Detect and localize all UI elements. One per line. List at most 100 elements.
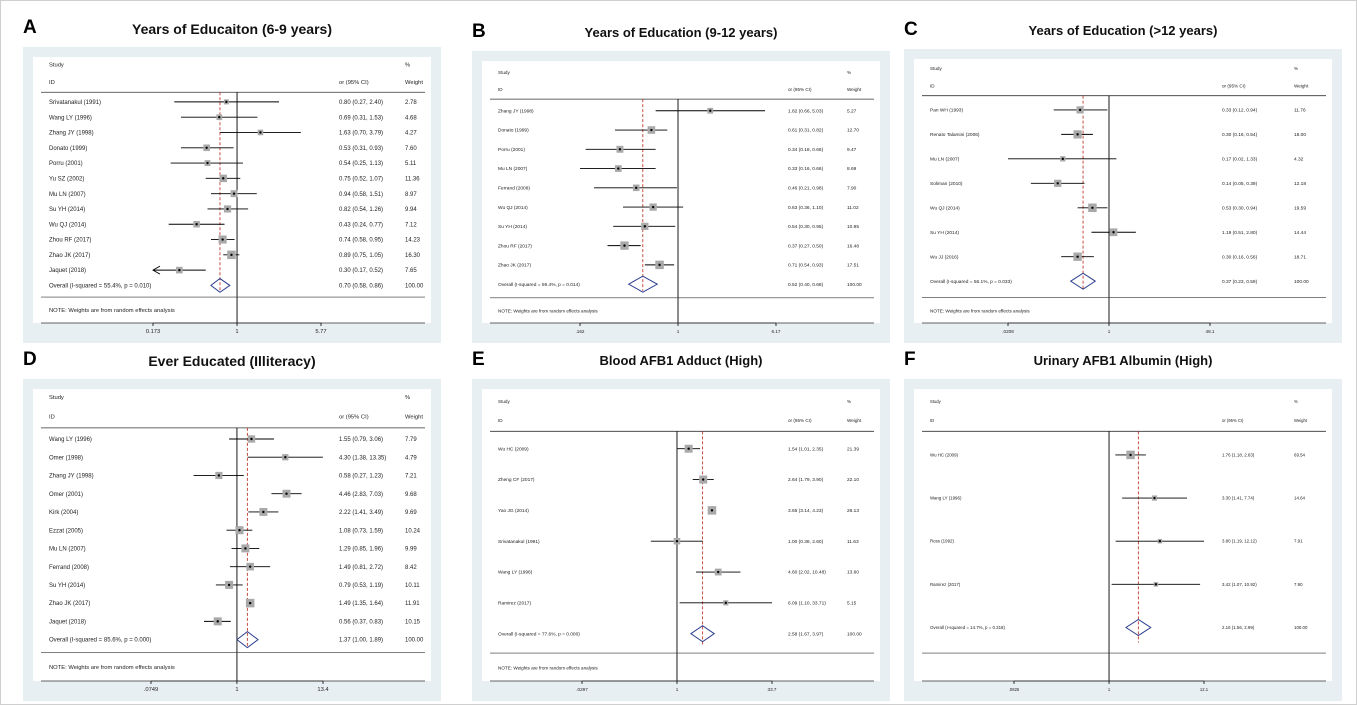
point-estimate (1078, 108, 1082, 112)
overall-weight: 100.00 (847, 282, 862, 288)
study-or-ci: 1.49 (0.81, 2.72) (339, 565, 383, 571)
study-label: Wu HC (2009) (498, 446, 529, 452)
point-estimate (262, 510, 265, 514)
panel-title: Urinary AFB1 Albumin (High) (1033, 353, 1213, 368)
study-label: Ramirez (2017) (930, 582, 961, 587)
study-weight: 12.70 (847, 128, 859, 134)
column-header-study: Study (49, 395, 64, 401)
study-or-ci: 0.43 (0.24, 0.77) (339, 222, 383, 228)
study-weight: 10.15 (405, 619, 421, 625)
panel-d: D Ever Educated (Illiteracy) Study ID% or … (23, 349, 441, 701)
study-weight: 7.79 (405, 437, 417, 443)
panel-a: A Years of Educaiton (6-9 years) Study ID… (23, 17, 441, 343)
study-weight: 7.91 (1294, 539, 1303, 544)
panel-letter: D (23, 349, 37, 370)
point-estimate (205, 146, 208, 149)
study-or-ci: 2.64 (1.79, 3.90) (788, 477, 824, 483)
x-tick-label: 13.4 (317, 687, 329, 693)
point-estimate (230, 253, 233, 257)
study-weight: 4.27 (405, 131, 417, 137)
study-label: Ezzat (2005) (49, 528, 83, 534)
overall-diamond (627, 275, 659, 293)
x-tick-label: 1 (235, 687, 238, 693)
point-estimate (643, 225, 647, 228)
study-or-ci: 0.54 (0.25, 1.13) (339, 161, 383, 167)
footnote: NOTE: Weights are from random effects an… (49, 665, 175, 671)
plot-area (914, 59, 1332, 323)
point-estimate (225, 100, 228, 104)
overall-label: Overall (I-squared = 14.7%, p = 0.318) (930, 625, 1005, 630)
point-estimate (285, 492, 288, 495)
footnote: NOTE: Weights are from random effects an… (498, 665, 598, 670)
study-label: Wang LY (1996) (930, 496, 962, 501)
panel-title: Ever Educated (Illiteracy) (148, 353, 316, 369)
point-estimate (1158, 540, 1162, 543)
study-or-ci: 0.17 (0.02, 1.33) (1222, 157, 1258, 163)
point-estimate (702, 478, 705, 481)
study-label: Ferrand (2008) (49, 565, 89, 571)
point-estimate (221, 238, 224, 241)
point-estimate (259, 131, 262, 134)
overall-or-ci: 0.37 (0.23, 0.59) (1222, 279, 1258, 285)
column-header-id: ID (498, 87, 503, 92)
study-or-ci: 0.46 (0.21, 0.98) (788, 185, 824, 191)
column-header-weight: Weight (1294, 418, 1308, 423)
study-label: Zhou RF (2017) (498, 243, 532, 249)
study-weight: 10.11 (405, 583, 420, 589)
overall-diamond (1069, 272, 1097, 290)
panel-title: Years of Education (>12 years) (1028, 23, 1218, 38)
panel-title: Blood AFB1 Adduct (High) (599, 353, 763, 368)
overall-label: Overall (I-squared = 77.6%, p = 0.000) (498, 631, 580, 637)
forest-plot-svg: Study ID% or (95% CI) Weight Zhang JY (1998)… (490, 70, 874, 334)
study-weight: 11.76 (1294, 108, 1306, 114)
study-or-ci: 6.09 (1.10, 33.71) (788, 601, 826, 607)
study-weight: 4.32 (1294, 157, 1304, 163)
study-label: Renato Talamini (2006) (930, 132, 980, 138)
point-estimate (1056, 182, 1059, 185)
study-or-ci: 1.19 (0.51, 2.80) (1222, 230, 1258, 236)
study-weight: 26.13 (847, 508, 859, 514)
column-header-weight: Weight (847, 418, 862, 423)
study-weight: 22.10 (847, 477, 859, 483)
overall-weight: 100.00 (1294, 279, 1309, 285)
footnote: NOTE: Weights are from random effects an… (498, 309, 598, 314)
panel-title: Years of Educaiton (6-9 years) (132, 21, 332, 37)
forest-plot-svg: Study ID% or (95% CI) Weight Pan WH (1993) 0.… (922, 66, 1326, 334)
x-tick-label: 48.1 (1206, 329, 1215, 334)
study-weight: 18.71 (1294, 254, 1306, 260)
study-label: Donato (1999) (498, 128, 529, 134)
plot-area (914, 389, 1332, 681)
forest-plot-svg: Study ID% or (95% CI) Weight Srivatanakul (1… (41, 62, 425, 335)
study-weight: 5.27 (847, 108, 857, 114)
study-label: Zhao JK (2017) (498, 263, 531, 269)
x-tick-label: 1 (676, 687, 679, 692)
study-or-ci: 1.00 (0.38, 2.60) (788, 539, 824, 545)
column-header-or: or (95% CI) (1222, 83, 1246, 88)
plot-background (904, 49, 1342, 343)
study-label: Zhang JY (1998) (498, 108, 534, 114)
study-or-ci: 0.74 (0.58, 0.95) (339, 238, 383, 244)
study-label: Jaquet (2018) (49, 268, 86, 274)
study-or-ci: 1.82 (0.66, 5.03) (788, 108, 824, 114)
study-or-ci: 1.76 (1.18, 2.63) (1222, 452, 1255, 457)
study-or-ci: 4.46 (2.83, 7.03) (339, 492, 383, 498)
x-tick-label: 1 (1108, 687, 1111, 692)
study-label: Wang LY (1996) (49, 437, 92, 443)
study-label: Su YH (2014) (49, 583, 85, 589)
column-header-or: or (95% CI) (339, 414, 369, 420)
panel-letter: B (472, 21, 486, 42)
study-weight: 2.78 (405, 100, 417, 106)
panel-letter: E (472, 349, 485, 370)
study-weight: 19.59 (1294, 205, 1306, 211)
study-label: Wu QJ (2014) (49, 222, 86, 228)
overall-weight: 100.00 (847, 631, 862, 637)
point-estimate (687, 447, 690, 450)
column-header-study: Study (930, 66, 942, 71)
study-label: Zheng CF (2017) (498, 477, 535, 483)
x-tick-label: 0.173 (146, 329, 161, 335)
study-label: Pan WH (1993) (930, 108, 963, 114)
column-header-study: Study (930, 399, 942, 404)
point-estimate (717, 570, 720, 574)
study-label: Soliman (2010) (930, 181, 963, 187)
study-or-ci: 0.53 (0.31, 0.93) (339, 146, 383, 152)
